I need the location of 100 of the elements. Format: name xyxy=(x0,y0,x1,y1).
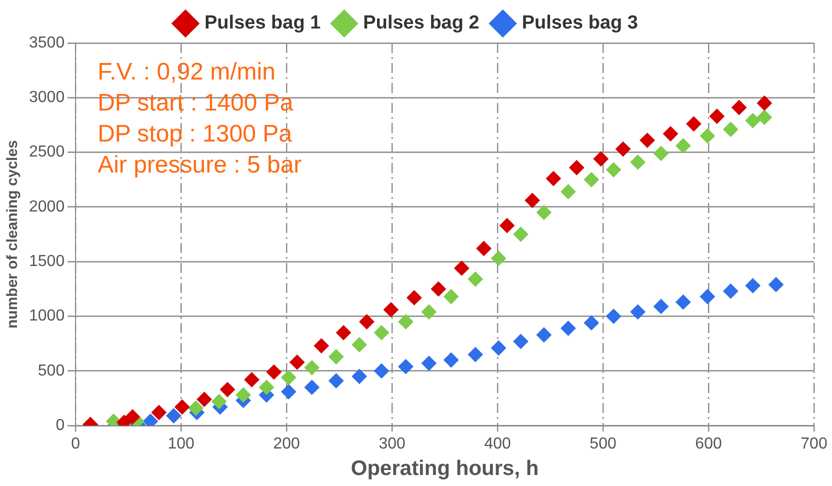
point xyxy=(663,126,678,142)
point xyxy=(328,373,344,388)
point xyxy=(454,260,470,276)
point xyxy=(281,384,296,400)
point xyxy=(328,349,344,364)
point xyxy=(536,327,552,342)
point xyxy=(166,408,182,424)
point xyxy=(244,372,260,388)
point xyxy=(406,290,422,306)
point xyxy=(756,96,772,111)
point xyxy=(700,128,715,144)
point xyxy=(151,404,166,420)
point xyxy=(560,320,576,336)
point xyxy=(421,304,436,320)
y-tick-label: 2000 xyxy=(29,198,65,216)
point xyxy=(336,325,352,340)
y-tick-label: 1000 xyxy=(29,308,65,325)
point xyxy=(513,226,528,242)
point xyxy=(709,108,724,124)
point xyxy=(654,146,669,161)
point xyxy=(491,250,506,266)
point xyxy=(700,289,715,304)
point xyxy=(606,308,622,324)
point xyxy=(290,354,305,370)
point xyxy=(430,281,446,296)
point xyxy=(606,162,622,178)
y-axis-title: number of cleaning cycles xyxy=(4,140,22,329)
point xyxy=(374,325,390,340)
legend-label: Pulses bag 3 xyxy=(522,12,638,34)
point xyxy=(768,277,784,292)
point xyxy=(569,160,584,176)
y-tick-label: 3500 xyxy=(29,34,65,52)
point xyxy=(524,192,540,208)
point xyxy=(584,172,599,188)
point xyxy=(236,387,251,402)
point xyxy=(398,359,414,374)
y-tick-label: 3000 xyxy=(29,89,65,106)
point xyxy=(444,352,459,368)
y-tick-label: 0 xyxy=(56,417,65,434)
point xyxy=(546,171,561,186)
point xyxy=(444,289,459,304)
point xyxy=(352,368,367,384)
point xyxy=(491,340,506,356)
point xyxy=(745,278,760,294)
x-tick-label: 500 xyxy=(590,436,616,453)
point xyxy=(212,394,227,410)
point xyxy=(468,272,483,287)
x-tick-label: 300 xyxy=(378,436,406,453)
legend-label: Pulses bag 1 xyxy=(204,12,322,34)
point xyxy=(125,409,140,424)
point xyxy=(756,110,772,125)
point xyxy=(398,314,414,330)
point xyxy=(468,347,483,362)
point xyxy=(723,284,738,299)
point xyxy=(584,315,599,330)
point xyxy=(732,100,747,115)
point xyxy=(304,360,320,376)
point xyxy=(640,132,655,148)
point xyxy=(723,122,738,137)
point xyxy=(536,204,552,220)
x-tick-label: 0 xyxy=(71,436,80,453)
y-tick-label: 500 xyxy=(38,362,65,380)
x-tick-label: 200 xyxy=(273,436,300,453)
annotation: DP stop : 1300 Pa xyxy=(98,120,293,148)
point xyxy=(654,298,669,314)
point xyxy=(630,154,646,170)
legend-label: Pulses bag 2 xyxy=(363,12,480,34)
y-tick-label: 1500 xyxy=(29,253,65,270)
x-tick-label: 600 xyxy=(695,436,722,453)
point xyxy=(188,400,204,416)
point xyxy=(500,218,515,234)
x-tick-label: 400 xyxy=(484,436,511,453)
x-tick-label: 700 xyxy=(800,436,828,453)
point xyxy=(220,382,235,398)
x-tick-label: 100 xyxy=(168,436,195,453)
annotation: F.V. : 0,92 m/min xyxy=(98,58,276,86)
point xyxy=(281,370,296,385)
x-axis-title: Operating hours, h xyxy=(350,457,539,480)
point xyxy=(745,113,760,128)
point xyxy=(384,302,398,318)
point xyxy=(476,241,492,256)
point xyxy=(560,184,576,200)
point xyxy=(676,294,691,310)
point xyxy=(676,138,691,154)
point xyxy=(196,392,212,407)
y-tick-label: 2500 xyxy=(29,144,65,161)
point xyxy=(513,334,528,349)
annotation: DP start : 1400 Pa xyxy=(98,90,294,117)
point xyxy=(616,142,631,157)
point xyxy=(259,380,274,395)
point xyxy=(266,364,282,380)
point xyxy=(174,400,190,415)
point xyxy=(686,116,702,132)
point xyxy=(593,151,608,166)
point xyxy=(374,363,390,378)
point xyxy=(314,338,329,354)
point xyxy=(304,380,320,395)
point xyxy=(359,314,374,330)
point xyxy=(630,304,646,320)
annotation: Air pressure : 5 bar xyxy=(98,152,302,179)
